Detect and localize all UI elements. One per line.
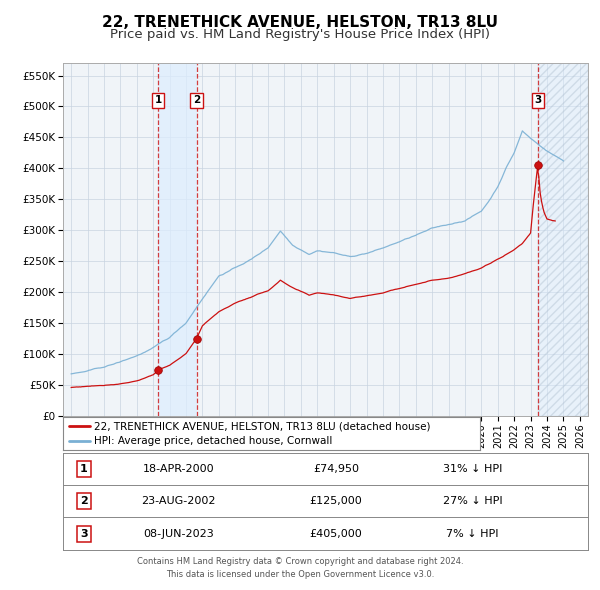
Text: Contains HM Land Registry data © Crown copyright and database right 2024.: Contains HM Land Registry data © Crown c… (137, 557, 463, 566)
Text: 1: 1 (80, 464, 88, 474)
Text: 3: 3 (80, 529, 88, 539)
Text: 7% ↓ HPI: 7% ↓ HPI (446, 529, 499, 539)
Text: 23-AUG-2002: 23-AUG-2002 (141, 496, 216, 506)
Text: £74,950: £74,950 (313, 464, 359, 474)
Text: 1: 1 (154, 95, 161, 105)
Text: £405,000: £405,000 (310, 529, 362, 539)
Text: 22, TRENETHICK AVENUE, HELSTON, TR13 8LU: 22, TRENETHICK AVENUE, HELSTON, TR13 8LU (102, 15, 498, 30)
Text: Price paid vs. HM Land Registry's House Price Index (HPI): Price paid vs. HM Land Registry's House … (110, 28, 490, 41)
Text: 31% ↓ HPI: 31% ↓ HPI (443, 464, 502, 474)
Text: This data is licensed under the Open Government Licence v3.0.: This data is licensed under the Open Gov… (166, 570, 434, 579)
Bar (158, 63, 197, 416)
Text: 22, TRENETHICK AVENUE, HELSTON, TR13 8LU (detached house): 22, TRENETHICK AVENUE, HELSTON, TR13 8LU… (94, 421, 431, 431)
Text: 08-JUN-2023: 08-JUN-2023 (143, 529, 214, 539)
Text: £125,000: £125,000 (310, 496, 362, 506)
Text: HPI: Average price, detached house, Cornwall: HPI: Average price, detached house, Corn… (94, 436, 332, 446)
Text: 27% ↓ HPI: 27% ↓ HPI (443, 496, 502, 506)
Text: 3: 3 (534, 95, 541, 105)
Bar (538, 63, 588, 416)
Text: 2: 2 (193, 95, 200, 105)
Text: 2: 2 (80, 496, 88, 506)
Text: 18-APR-2000: 18-APR-2000 (143, 464, 214, 474)
